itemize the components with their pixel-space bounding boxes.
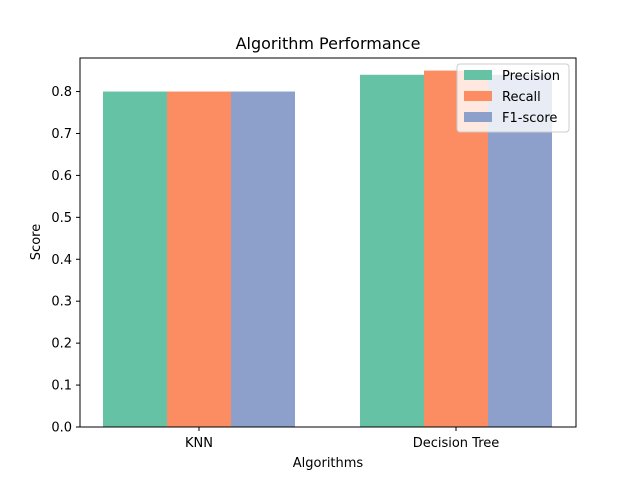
bar-precision-knn — [103, 91, 167, 427]
bar-f1-score-decision-tree — [488, 74, 552, 427]
bars-group — [103, 70, 552, 428]
bar-precision-decision-tree — [360, 74, 424, 427]
x-axis-label: Algorithms — [293, 456, 364, 471]
x-axis: KNN Decision Tree — [185, 427, 499, 451]
legend-swatch — [464, 91, 492, 101]
plot-frame — [79, 57, 577, 428]
legend-label: Recall — [502, 90, 541, 105]
y-tick-label: 0.7 — [51, 127, 72, 142]
legend-label: F1-score — [502, 111, 557, 126]
bar-recall-knn — [167, 91, 231, 427]
x-tick-label: KNN — [185, 436, 213, 451]
legend-swatch — [464, 112, 492, 122]
y-tick-label: 0.3 — [51, 295, 72, 310]
y-tick-label: 0.2 — [51, 337, 72, 352]
legend: Precision Recall F1-score — [456, 63, 570, 133]
y-tick-label: 0.6 — [51, 169, 72, 184]
y-tick-label: 0.5 — [51, 211, 72, 226]
legend-swatch — [464, 70, 492, 80]
y-tick-label: 0.1 — [51, 379, 72, 394]
y-tick-label: 0.4 — [51, 253, 72, 268]
y-axis-label: Score — [29, 224, 44, 260]
y-tick-label: 0.0 — [51, 421, 72, 436]
legend-label: Precision — [502, 69, 560, 84]
bar-f1-score-knn — [231, 91, 295, 427]
x-tick-label: Decision Tree — [413, 436, 500, 451]
y-tick-label: 0.8 — [51, 85, 72, 100]
y-axis: 0.0 0.1 0.2 0.3 0.4 0.5 0.6 0.7 0.8 — [51, 85, 80, 436]
chart-title: Algorithm Performance — [236, 34, 421, 53]
